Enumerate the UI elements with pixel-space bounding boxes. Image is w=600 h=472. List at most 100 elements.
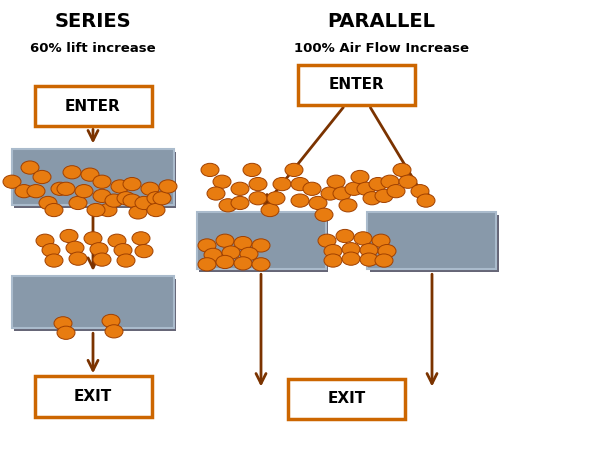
Ellipse shape — [216, 234, 234, 247]
FancyBboxPatch shape — [370, 215, 499, 272]
Ellipse shape — [411, 185, 429, 198]
Ellipse shape — [378, 244, 396, 258]
Ellipse shape — [105, 325, 123, 338]
Ellipse shape — [342, 252, 360, 265]
Ellipse shape — [321, 187, 339, 200]
Ellipse shape — [81, 168, 99, 181]
Ellipse shape — [99, 203, 117, 217]
Ellipse shape — [387, 185, 405, 198]
Ellipse shape — [198, 258, 216, 271]
Ellipse shape — [153, 192, 171, 205]
Text: SERIES: SERIES — [55, 12, 131, 31]
Ellipse shape — [216, 255, 234, 269]
Ellipse shape — [75, 185, 93, 198]
FancyBboxPatch shape — [197, 212, 325, 269]
Ellipse shape — [66, 241, 84, 254]
Ellipse shape — [222, 246, 240, 259]
Ellipse shape — [339, 199, 357, 212]
Ellipse shape — [399, 175, 417, 188]
Ellipse shape — [360, 244, 378, 257]
Ellipse shape — [291, 177, 309, 191]
FancyBboxPatch shape — [35, 86, 151, 126]
Ellipse shape — [333, 187, 351, 200]
Ellipse shape — [27, 185, 45, 198]
FancyBboxPatch shape — [367, 212, 497, 269]
Text: 60% lift increase: 60% lift increase — [30, 42, 156, 56]
Ellipse shape — [204, 248, 222, 261]
Ellipse shape — [324, 244, 342, 258]
Ellipse shape — [87, 203, 105, 217]
Ellipse shape — [93, 253, 111, 266]
Ellipse shape — [369, 177, 387, 191]
Ellipse shape — [354, 232, 372, 245]
Ellipse shape — [147, 192, 165, 205]
Ellipse shape — [105, 194, 123, 207]
Ellipse shape — [375, 254, 393, 267]
Ellipse shape — [117, 254, 135, 267]
Ellipse shape — [273, 177, 291, 191]
Ellipse shape — [261, 203, 279, 217]
Ellipse shape — [57, 182, 75, 195]
Ellipse shape — [129, 206, 147, 219]
Ellipse shape — [39, 196, 57, 210]
Ellipse shape — [393, 163, 411, 177]
Ellipse shape — [90, 243, 108, 256]
Ellipse shape — [318, 234, 336, 247]
Ellipse shape — [267, 192, 285, 205]
Ellipse shape — [231, 182, 249, 195]
Ellipse shape — [324, 254, 342, 267]
Ellipse shape — [363, 192, 381, 205]
Text: EXIT: EXIT — [74, 389, 112, 404]
Ellipse shape — [351, 170, 369, 184]
Ellipse shape — [60, 229, 78, 243]
Ellipse shape — [54, 317, 72, 330]
Ellipse shape — [102, 314, 120, 328]
Ellipse shape — [240, 247, 258, 261]
Ellipse shape — [135, 244, 153, 258]
FancyBboxPatch shape — [298, 65, 415, 105]
Ellipse shape — [360, 253, 378, 266]
Ellipse shape — [375, 189, 393, 202]
Ellipse shape — [3, 175, 21, 188]
Ellipse shape — [132, 232, 150, 245]
Ellipse shape — [342, 243, 360, 256]
Ellipse shape — [336, 229, 354, 243]
Ellipse shape — [123, 177, 141, 191]
Ellipse shape — [234, 257, 252, 270]
Ellipse shape — [219, 199, 237, 212]
Ellipse shape — [51, 182, 69, 195]
Ellipse shape — [141, 182, 159, 195]
Text: PARALLEL: PARALLEL — [327, 12, 435, 31]
Ellipse shape — [303, 182, 321, 195]
Ellipse shape — [57, 326, 75, 339]
Ellipse shape — [213, 175, 231, 188]
Ellipse shape — [315, 208, 333, 221]
Ellipse shape — [372, 234, 390, 247]
Ellipse shape — [108, 234, 126, 247]
Ellipse shape — [111, 180, 129, 193]
Ellipse shape — [117, 192, 135, 205]
Ellipse shape — [84, 232, 102, 245]
FancyBboxPatch shape — [12, 149, 174, 205]
Ellipse shape — [357, 182, 375, 195]
Ellipse shape — [309, 196, 327, 210]
Text: ENTER: ENTER — [65, 99, 121, 114]
Ellipse shape — [417, 194, 435, 207]
FancyBboxPatch shape — [288, 379, 405, 419]
Ellipse shape — [291, 194, 309, 207]
FancyBboxPatch shape — [199, 215, 328, 272]
FancyBboxPatch shape — [14, 152, 176, 208]
Ellipse shape — [33, 170, 51, 184]
Ellipse shape — [243, 163, 261, 177]
Ellipse shape — [252, 239, 270, 252]
Ellipse shape — [345, 182, 363, 195]
Ellipse shape — [45, 254, 63, 267]
Ellipse shape — [69, 252, 87, 265]
Ellipse shape — [249, 192, 267, 205]
Ellipse shape — [159, 180, 177, 193]
Ellipse shape — [198, 239, 216, 252]
Ellipse shape — [147, 203, 165, 217]
Ellipse shape — [114, 244, 132, 257]
Ellipse shape — [201, 163, 219, 177]
Ellipse shape — [207, 187, 225, 200]
